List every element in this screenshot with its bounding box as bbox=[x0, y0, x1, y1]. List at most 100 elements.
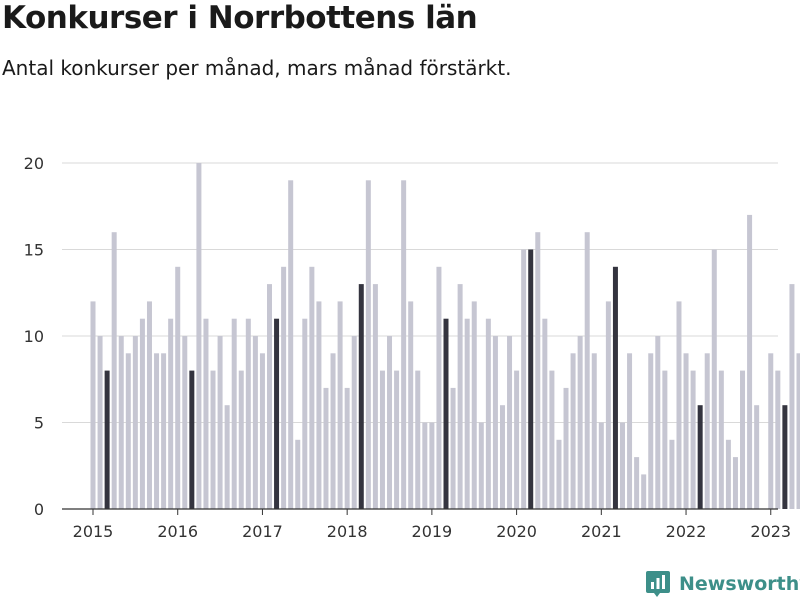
bar bbox=[309, 266, 315, 509]
bar bbox=[514, 370, 520, 509]
bar bbox=[111, 232, 117, 509]
bar bbox=[492, 336, 498, 509]
bar bbox=[789, 284, 795, 509]
y-tick-label: 0 bbox=[34, 500, 44, 519]
bar bbox=[563, 387, 569, 509]
bar bbox=[662, 370, 668, 509]
x-tick-label: 2021 bbox=[581, 522, 622, 541]
bar bbox=[252, 336, 258, 509]
x-tick-label: 2020 bbox=[496, 522, 537, 541]
bar bbox=[676, 301, 682, 509]
bar bbox=[535, 232, 541, 509]
bar bbox=[627, 353, 633, 509]
bar bbox=[620, 422, 625, 509]
x-tick-label: 2017 bbox=[242, 522, 283, 541]
chart-title: Konkurser i Norrbottens län bbox=[2, 0, 478, 36]
bar bbox=[528, 249, 534, 509]
bar bbox=[507, 336, 513, 509]
bar bbox=[436, 266, 442, 509]
bar bbox=[210, 370, 216, 509]
bar bbox=[478, 422, 484, 509]
newsworthy-logo-icon bbox=[646, 571, 670, 597]
bar bbox=[457, 284, 463, 509]
bar bbox=[274, 318, 280, 509]
bar bbox=[577, 336, 583, 509]
bar bbox=[429, 422, 435, 509]
bar bbox=[394, 370, 400, 509]
bar bbox=[549, 370, 555, 509]
bar bbox=[217, 336, 223, 509]
bar bbox=[337, 301, 343, 509]
x-tick-label: 2018 bbox=[327, 522, 368, 541]
chart-subtitle: Antal konkurser per månad, mars månad fö… bbox=[2, 56, 512, 80]
bar bbox=[725, 439, 731, 509]
bar bbox=[542, 318, 548, 509]
bar bbox=[316, 301, 322, 509]
bar bbox=[132, 336, 138, 509]
bar bbox=[796, 353, 800, 509]
bar bbox=[747, 214, 753, 509]
brand-name: Newsworthy bbox=[679, 573, 800, 595]
bar bbox=[655, 336, 661, 509]
bar bbox=[570, 353, 576, 509]
bar bbox=[690, 370, 696, 509]
bar bbox=[669, 439, 675, 509]
bar bbox=[732, 457, 738, 509]
bar bbox=[351, 336, 357, 509]
bar bbox=[259, 353, 265, 509]
bar bbox=[245, 318, 251, 509]
bar bbox=[104, 370, 110, 509]
brand-logo: Newsworthy bbox=[645, 570, 800, 598]
y-axis-labels: 0 5 10 15 20 bbox=[24, 154, 44, 519]
bar bbox=[612, 266, 618, 509]
bar bbox=[365, 180, 371, 510]
bar bbox=[704, 353, 710, 509]
bar bbox=[683, 353, 689, 509]
bar bbox=[422, 422, 428, 509]
bar bbox=[267, 284, 272, 509]
bar bbox=[90, 301, 96, 509]
y-tick-label: 10 bbox=[24, 327, 44, 346]
bar bbox=[161, 353, 167, 509]
bar bbox=[718, 370, 724, 509]
bar bbox=[168, 318, 174, 509]
bar bbox=[295, 439, 301, 509]
bar bbox=[711, 249, 717, 509]
bar bbox=[641, 474, 647, 509]
bar bbox=[231, 318, 237, 509]
bar bbox=[634, 457, 640, 509]
bar bbox=[521, 249, 527, 509]
bar bbox=[118, 336, 124, 509]
bar bbox=[754, 405, 760, 509]
x-tick-label: 2019 bbox=[412, 522, 453, 541]
x-tick-label: 2016 bbox=[157, 522, 198, 541]
bar bbox=[154, 353, 160, 509]
bar bbox=[358, 284, 364, 509]
y-tick-label: 20 bbox=[24, 154, 44, 173]
bar bbox=[648, 353, 654, 509]
bar bbox=[175, 266, 181, 509]
bar bbox=[146, 301, 152, 509]
bar bbox=[584, 232, 590, 509]
bar bbox=[196, 163, 202, 509]
bar bbox=[323, 387, 329, 509]
bar bbox=[288, 180, 294, 510]
bar bbox=[408, 301, 414, 509]
bar bbox=[302, 318, 308, 509]
bar bbox=[464, 318, 470, 509]
bar bbox=[485, 318, 491, 509]
bar bbox=[189, 370, 195, 509]
bar bbox=[238, 370, 244, 509]
bar bbox=[775, 370, 781, 509]
bar bbox=[97, 336, 103, 509]
x-axis: 2015201620172018201920202021202220232024 bbox=[62, 508, 791, 541]
bar bbox=[499, 405, 505, 509]
bar bbox=[344, 387, 350, 509]
x-tick-label: 2015 bbox=[73, 522, 114, 541]
bar-chart: 0 5 10 15 20 2015 2016 2017 2018 2019 2020 2021 202… bbox=[24, 154, 800, 541]
bar bbox=[182, 336, 188, 509]
bar bbox=[372, 284, 378, 509]
bar bbox=[450, 387, 456, 509]
bar bbox=[605, 301, 611, 509]
bar bbox=[443, 318, 449, 509]
